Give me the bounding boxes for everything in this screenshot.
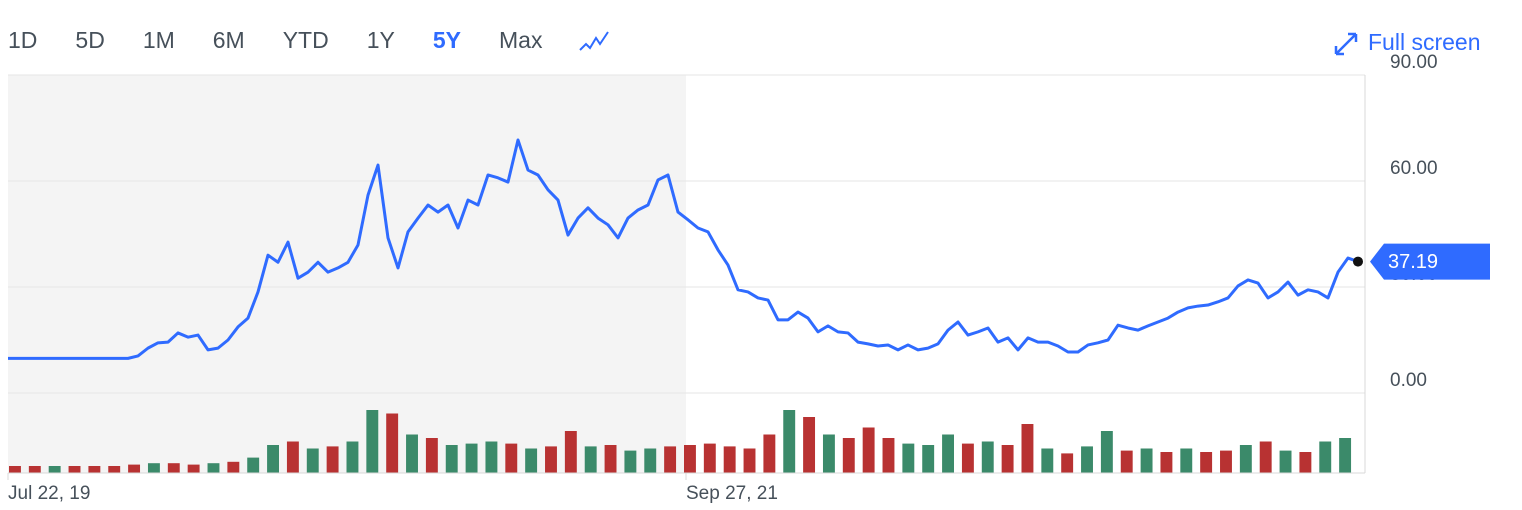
volume-bar bbox=[505, 443, 518, 473]
volume-bar bbox=[1319, 441, 1332, 473]
volume-bar bbox=[445, 445, 458, 473]
last-point bbox=[1353, 256, 1363, 267]
x-tick-label: Jul 22, 19 bbox=[8, 483, 90, 504]
volume-bar bbox=[1140, 448, 1153, 473]
volume-bar bbox=[1061, 453, 1074, 473]
x-tick-label: Sep 27, 21 bbox=[686, 483, 778, 504]
volume-bar bbox=[644, 448, 657, 473]
volume-bar bbox=[1279, 450, 1292, 473]
volume-bar bbox=[981, 441, 994, 473]
volume-bar bbox=[664, 446, 677, 473]
volume-bar bbox=[406, 434, 418, 473]
volume-bar bbox=[108, 466, 121, 473]
volume-bar bbox=[68, 466, 81, 473]
volume-bar bbox=[1160, 452, 1173, 473]
volume-bar bbox=[922, 445, 935, 473]
volume-bar bbox=[1299, 452, 1312, 473]
volume-bar bbox=[286, 441, 299, 473]
volume-bar bbox=[902, 443, 915, 473]
volume-bar bbox=[1180, 448, 1193, 473]
volume-bar bbox=[882, 438, 895, 473]
volume-bar bbox=[28, 466, 41, 473]
volume-bar bbox=[346, 441, 359, 473]
volume-bar bbox=[545, 446, 557, 473]
volume-bar bbox=[485, 441, 498, 473]
volume-bar bbox=[1081, 446, 1093, 473]
volume-bar bbox=[783, 410, 796, 473]
volume-bar bbox=[584, 446, 597, 473]
volume-bar bbox=[1220, 450, 1232, 473]
volume-bar bbox=[1100, 431, 1113, 473]
past-shade bbox=[8, 75, 686, 473]
volume-bar bbox=[1041, 448, 1054, 473]
volume-bar bbox=[822, 434, 835, 473]
volume-bar bbox=[48, 466, 61, 473]
volume-bar bbox=[465, 443, 478, 473]
y-tick-label: 0.00 bbox=[1390, 370, 1427, 391]
volume-bar bbox=[763, 434, 776, 473]
volume-bar bbox=[942, 434, 954, 473]
volume-bar bbox=[386, 413, 399, 473]
price-tag-label: 37.19 bbox=[1388, 251, 1438, 273]
volume-bar bbox=[306, 448, 319, 473]
volume-bar bbox=[684, 445, 696, 473]
volume-bar bbox=[1259, 441, 1272, 473]
volume-bar bbox=[267, 445, 279, 473]
volume-bar bbox=[1021, 424, 1034, 473]
volume-bar bbox=[167, 463, 180, 473]
y-tick-label: 60.00 bbox=[1390, 158, 1438, 179]
fullscreen-button[interactable]: Full screen bbox=[1334, 29, 1480, 56]
price-line bbox=[8, 138, 1359, 360]
volume-bar bbox=[88, 466, 101, 473]
range-button[interactable]: 6M bbox=[213, 27, 245, 53]
range-button[interactable]: 5D bbox=[75, 27, 104, 53]
volume-bar bbox=[961, 443, 974, 473]
volume-bar bbox=[187, 464, 200, 473]
volume-bar bbox=[366, 410, 379, 473]
volume-bar bbox=[207, 463, 220, 473]
fullscreen-icon[interactable] bbox=[1334, 32, 1358, 56]
volume-bar bbox=[604, 445, 617, 473]
range-button[interactable]: 1D bbox=[8, 27, 37, 53]
volume-bar bbox=[227, 461, 240, 473]
volume-bar bbox=[842, 438, 855, 473]
volume-bar bbox=[1339, 438, 1352, 473]
volume-bar bbox=[743, 448, 756, 473]
volume-bar bbox=[723, 446, 736, 473]
volume-bar bbox=[425, 438, 438, 473]
line-icon[interactable] bbox=[579, 31, 609, 51]
volume-bar bbox=[147, 463, 160, 473]
volume-bar bbox=[9, 466, 21, 473]
volume-bar bbox=[247, 457, 260, 473]
range-button[interactable]: 1Y bbox=[367, 27, 395, 53]
volume-bar bbox=[128, 464, 141, 473]
volume-bar bbox=[564, 431, 577, 473]
volume-bar bbox=[1239, 445, 1252, 473]
volume-bar bbox=[703, 443, 716, 473]
fullscreen-label[interactable]: Full screen bbox=[1368, 29, 1480, 55]
volume-bar bbox=[803, 417, 816, 473]
range-button[interactable]: Max bbox=[499, 27, 543, 53]
range-button[interactable]: 5Y bbox=[433, 27, 461, 53]
volume-bar bbox=[1200, 452, 1213, 473]
range-button[interactable]: 1M bbox=[143, 27, 175, 53]
volume-bar bbox=[1001, 445, 1014, 473]
range-button[interactable]: YTD bbox=[283, 27, 329, 53]
y-tick-label: 90.00 bbox=[1390, 52, 1438, 73]
volume-bar bbox=[525, 448, 538, 473]
volume-bar bbox=[326, 446, 339, 473]
chart-type-icon[interactable] bbox=[579, 31, 609, 51]
volume-bar bbox=[862, 427, 875, 473]
volume-bar bbox=[1120, 450, 1133, 473]
price-tag bbox=[1370, 243, 1490, 280]
volume-bar bbox=[624, 450, 637, 473]
